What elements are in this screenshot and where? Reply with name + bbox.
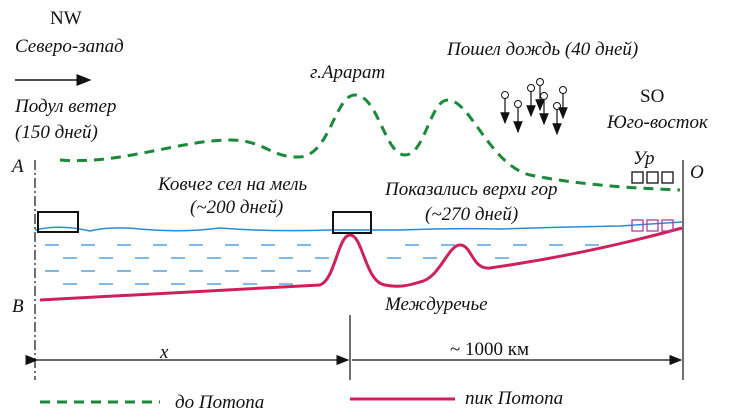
raindrop bbox=[537, 79, 544, 86]
label: O bbox=[690, 162, 704, 183]
raindrop bbox=[554, 103, 561, 110]
label: Междуречье bbox=[384, 294, 488, 315]
label: A bbox=[10, 156, 24, 177]
label: (~270 дней) bbox=[425, 204, 518, 225]
label: B bbox=[12, 296, 24, 317]
water-surface bbox=[35, 222, 682, 231]
label: Северо-запад bbox=[15, 36, 124, 57]
raindrop bbox=[515, 101, 522, 108]
label: (150 дней) bbox=[15, 122, 98, 143]
level-squares bbox=[632, 172, 673, 183]
raindrop bbox=[560, 87, 567, 94]
pre-flood-line bbox=[60, 95, 680, 190]
label: Ковчег сел на мель bbox=[157, 174, 308, 195]
legend-label: пик Потопа bbox=[465, 388, 563, 409]
label: Пошел дождь (40 дней) bbox=[446, 39, 638, 60]
legend-label: до Потопа bbox=[175, 392, 264, 413]
raindrop bbox=[541, 93, 548, 100]
diagram: NW Северо-запад Подул ветер (150 дней) г… bbox=[0, 0, 730, 415]
raindrop bbox=[528, 85, 535, 92]
label: г.Арарат bbox=[310, 62, 385, 83]
label: Юго-восток bbox=[606, 112, 709, 133]
label: NW bbox=[50, 8, 82, 29]
label: Подул ветер bbox=[14, 96, 116, 117]
raindrop bbox=[502, 92, 509, 99]
label: SO bbox=[640, 86, 664, 107]
label: Ур bbox=[633, 148, 655, 169]
label: Показались верхи гор bbox=[384, 179, 558, 200]
label: (~200 дней) bbox=[190, 197, 283, 218]
flood-peak-line bbox=[40, 228, 682, 300]
label: ~ 1000 км bbox=[450, 339, 529, 360]
